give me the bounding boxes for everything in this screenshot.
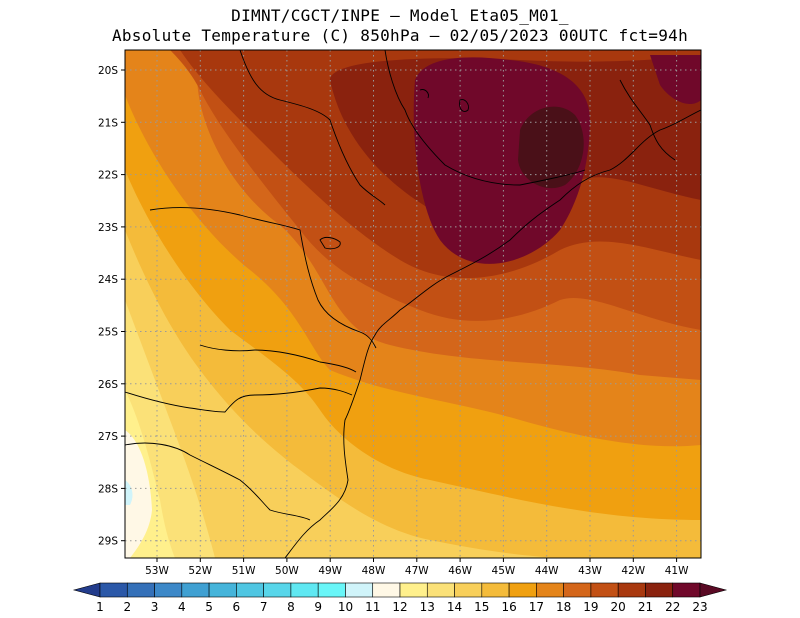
state-border-north [239, 50, 386, 206]
colorbar-label: 9 [314, 600, 322, 614]
colorbar-label: 7 [260, 600, 268, 614]
lon-tick-label: 43W [578, 565, 602, 577]
lon-tick-label: 48W [362, 565, 386, 577]
temperature-colorbar: 1 2 3 4 5 6 7 8 9 10 11 12 13 14 15 16 17 18 19 20 21 22 23 [72, 582, 728, 614]
lon-tick-label: 44W [535, 565, 559, 577]
lat-tick-label: 22S [98, 170, 118, 182]
lon-tick-label: 49W [318, 565, 342, 577]
lat-tick-label: 24S [98, 274, 118, 286]
colorbar-label: 10 [338, 600, 353, 614]
coastline [284, 109, 701, 558]
colorbar-label: 2 [123, 600, 131, 614]
lat-tick-label: 21S [98, 117, 118, 129]
colorbar-label: 23 [692, 600, 707, 614]
lon-tick-label: 41W [665, 565, 689, 577]
colorbar-label: 1 [96, 600, 104, 614]
colorbar-label: 21 [638, 600, 653, 614]
colorbar-swatch [99, 582, 128, 598]
state-border-parana [149, 207, 377, 349]
lon-tick-label: 53W [145, 565, 169, 577]
lon-tick-label: 52W [188, 565, 212, 577]
lon-tick-label: 46W [448, 565, 472, 577]
colorbar-label: 6 [233, 600, 241, 614]
colorbar-swatch [481, 582, 510, 598]
lat-tick-label: 23S [98, 222, 118, 234]
field-band-max [518, 106, 584, 189]
colorbar-swatch [126, 582, 155, 598]
colorbar-swatch [290, 582, 319, 598]
map-title-line-1: DIMNT/CGCT/INPE – Model Eta05_M01_ [231, 6, 569, 25]
map-title-line-2: Absolute Temperature (C) 850hPa – 02/05/… [111, 26, 689, 45]
lat-tick-label: 26S [98, 379, 118, 391]
map-frame [124, 49, 702, 559]
colorbar-arrow-high [699, 582, 728, 598]
colorbar-label: 4 [178, 600, 186, 614]
temperature-field [125, 50, 701, 558]
lon-tick-label: 51W [232, 565, 256, 577]
colorbar-label: 13 [420, 600, 435, 614]
lon-tick-label: 42W [621, 565, 645, 577]
river-outline [419, 89, 429, 99]
lat-tick-label: 28S [98, 483, 118, 495]
map-gridlines [125, 50, 701, 558]
field-band-23-northeast [650, 55, 701, 105]
colorbar-swatch [345, 582, 374, 598]
lon-tick-label: 47W [405, 565, 429, 577]
lat-tick-label: 20S [98, 65, 118, 77]
country-border-uruguay [125, 442, 311, 521]
colorbar-label: 19 [583, 600, 598, 614]
colorbar-swatch [399, 582, 428, 598]
colorbar-swatch [590, 582, 619, 598]
longitude-tick-labels: 53W 52W 51W 50W 49W 48W 47W 46W 45W 44W 43W 42W 41W [145, 558, 689, 577]
colorbar-arrow-low [72, 582, 101, 598]
colorbar-label: 5 [205, 600, 213, 614]
colorbar-swatch [372, 582, 401, 598]
colorbar-swatch [454, 582, 483, 598]
colorbar-label: 8 [287, 600, 295, 614]
colorbar-label: 16 [501, 600, 516, 614]
colorbar-swatch [236, 582, 264, 598]
colorbar-swatch [536, 582, 564, 598]
lat-tick-label: 25S [98, 327, 118, 339]
state-border-rio-grande-do-sul [125, 387, 353, 413]
colorbar-label: 20 [611, 600, 626, 614]
colorbar-label: 11 [365, 600, 380, 614]
colorbar-swatch [154, 582, 183, 598]
colorbar-label: 22 [665, 600, 680, 614]
field-band-12 [125, 430, 152, 558]
lat-tick-label: 27S [98, 431, 118, 443]
field-band-11 [125, 480, 133, 505]
lake-outline-1 [319, 236, 341, 250]
colorbar-label: 12 [392, 600, 407, 614]
colorbar-swatch [672, 582, 701, 598]
colorbar-label: 17 [529, 600, 544, 614]
state-border-santa-catarina [199, 344, 357, 373]
colorbar-swatch [426, 582, 455, 598]
colorbar-swatch [181, 582, 210, 598]
lon-tick-label: 50W [275, 565, 299, 577]
lon-tick-label: 45W [492, 565, 516, 577]
state-border-east [384, 50, 586, 186]
field-band-15 [125, 230, 560, 558]
colorbar-swatch [563, 582, 592, 598]
lake-outline-2 [459, 99, 469, 112]
colorbar-label: 18 [556, 600, 571, 614]
colorbar-swatch [317, 582, 346, 598]
colorbar-swatch [617, 582, 646, 598]
colorbar-swatch [645, 582, 674, 598]
colorbar-swatch [208, 582, 237, 598]
coastline-and-borders [125, 50, 701, 558]
colorbar-label: 15 [474, 600, 489, 614]
colorbar-swatch [263, 582, 292, 598]
latitude-tick-labels: 20S 21S 22S 23S 24S 25S 26S 27S 28S 29S [98, 65, 125, 548]
colorbar-swatch [508, 582, 537, 598]
colorbar-label: 3 [151, 600, 159, 614]
colorbar-label: 14 [447, 600, 462, 614]
state-border-northeast [619, 79, 676, 161]
lat-tick-label: 29S [98, 536, 118, 548]
